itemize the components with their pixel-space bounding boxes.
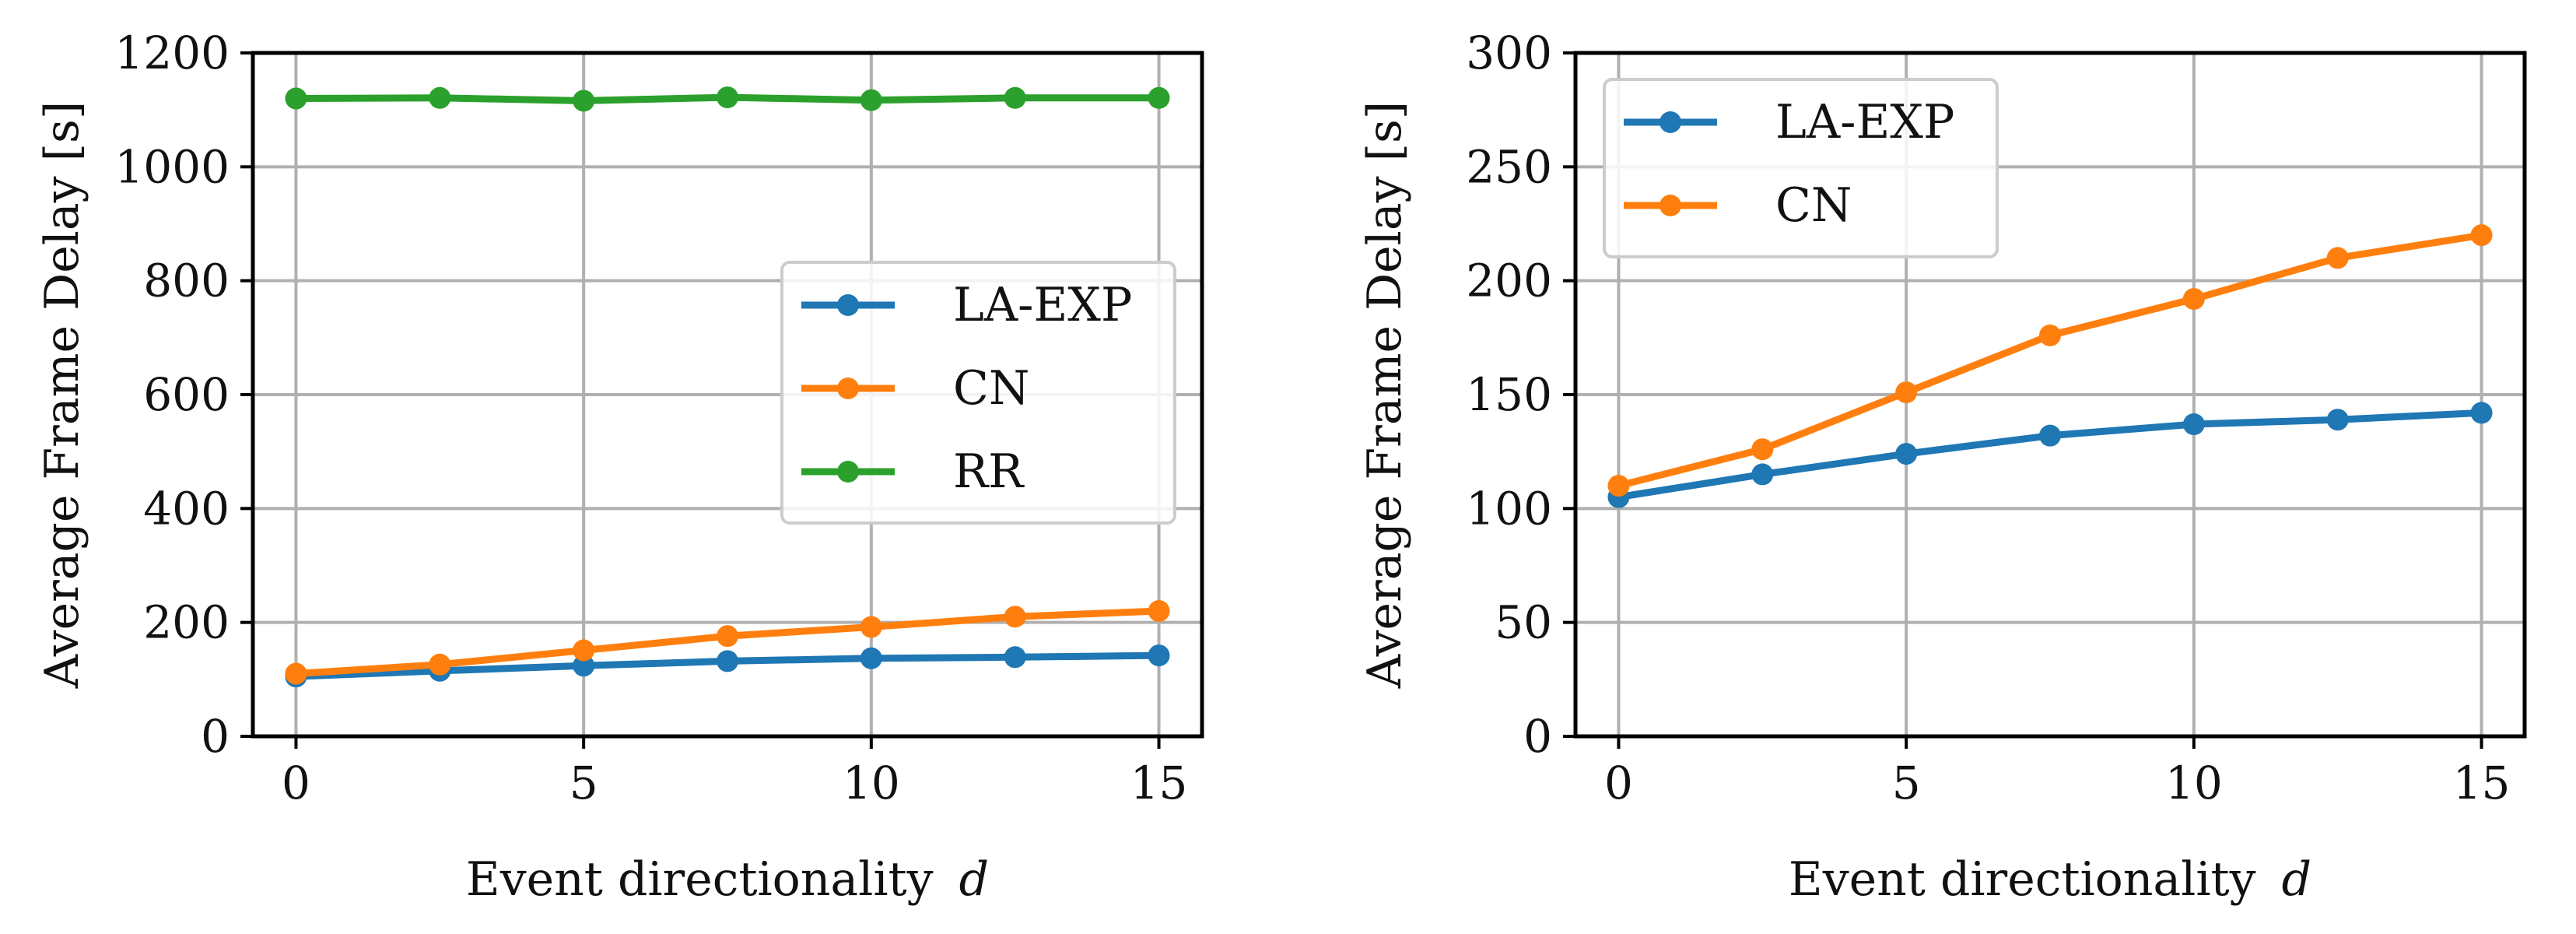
- y-axis-label: Average Frame Delay [s]: [35, 101, 89, 689]
- data-point-cn: [1004, 606, 1026, 628]
- x-tick-label: 15: [1130, 757, 1188, 809]
- legend: LA-EXP CN: [1603, 78, 1999, 258]
- x-axis-label-variable: d: [2282, 852, 2311, 907]
- legend-label: LA-EXP: [1775, 95, 1954, 149]
- y-tick-label: 200: [143, 596, 230, 649]
- x-tick-label: 5: [1892, 757, 1921, 809]
- legend: LA-EXP CN RR: [780, 261, 1176, 525]
- y-tick-label: 400: [143, 482, 230, 535]
- data-point-la-exp: [2182, 413, 2205, 436]
- data-point-cn: [1751, 438, 1774, 461]
- y-tick-label: 300: [1466, 26, 1552, 79]
- data-point-la-exp: [2470, 402, 2493, 424]
- data-point-cn: [2326, 247, 2349, 269]
- data-point-rr: [285, 87, 307, 110]
- x-axis-label-variable: d: [959, 852, 989, 907]
- data-point-cn: [1607, 475, 1630, 497]
- x-tick-label: 0: [282, 757, 310, 809]
- plot-frame: [251, 51, 1204, 739]
- x-tick-label: 10: [2165, 757, 2223, 809]
- data-point-cn: [2470, 224, 2493, 247]
- data-point-rr: [860, 89, 882, 111]
- data-point-cn: [429, 653, 451, 676]
- legend-label: LA-EXP: [953, 278, 1132, 332]
- y-tick-label: 600: [143, 368, 230, 421]
- y-tick-label: 0: [1523, 710, 1552, 763]
- x-tick-label: 0: [1604, 757, 1633, 809]
- data-point-la-exp: [2039, 424, 2061, 447]
- x-tick-label: 10: [843, 757, 900, 809]
- data-point-cn: [860, 616, 882, 638]
- data-point-rr: [1004, 86, 1026, 109]
- y-tick-label: 100: [1466, 482, 1552, 535]
- left-chart: 0 5 10 15 0 200 400 600 800 1000 1200 Event directi…: [35, 26, 1204, 907]
- data-point-la-exp: [717, 650, 738, 672]
- legend-swatch-marker: [837, 377, 859, 399]
- x-axis-label-text: Event directionality: [1789, 852, 2271, 907]
- data-point-cn: [1148, 600, 1170, 623]
- data-point-cn: [717, 625, 738, 648]
- y-tick-label: 50: [1495, 596, 1552, 649]
- series-line-cn: [1614, 231, 2486, 490]
- y-tick-label: 1200: [114, 26, 230, 79]
- legend-label: RR: [953, 444, 1025, 499]
- legend-label: CN: [953, 361, 1029, 416]
- data-point-la-exp: [1148, 644, 1170, 667]
- x-axis-label-text: Event directionality: [466, 852, 948, 907]
- data-point-la-exp: [573, 655, 595, 677]
- data-point-rr: [429, 86, 451, 109]
- data-point-la-exp: [1004, 646, 1026, 669]
- x-axis-label: Event directionality d: [466, 852, 989, 907]
- data-point-cn: [1895, 381, 1918, 404]
- legend-swatch-marker: [837, 461, 859, 483]
- data-point-rr: [1148, 86, 1170, 109]
- data-point-rr: [573, 90, 595, 112]
- data-point-cn: [285, 662, 307, 685]
- x-tick-label: 5: [570, 757, 598, 809]
- data-point-la-exp: [1895, 443, 1918, 465]
- y-tick-label: 150: [1466, 368, 1552, 421]
- legend-swatch-marker: [1660, 111, 1681, 133]
- data-point-rr: [717, 86, 738, 109]
- y-tick-label: 200: [1466, 255, 1552, 307]
- data-point-cn: [573, 639, 595, 662]
- x-tick-label: 15: [2453, 757, 2511, 809]
- data-point-la-exp: [860, 647, 882, 669]
- data-point-cn: [2182, 288, 2205, 311]
- y-tick-label: 0: [201, 710, 230, 763]
- data-point-cn: [2039, 324, 2061, 346]
- legend-label: CN: [1775, 178, 1852, 233]
- legend-swatch-marker: [837, 294, 859, 316]
- x-axis-label: Event directionality d: [1789, 852, 2311, 907]
- legend-box: [780, 261, 1176, 525]
- data-point-la-exp: [1751, 463, 1774, 486]
- y-tick-label: 1000: [114, 140, 230, 193]
- legend-swatch-marker: [1660, 195, 1681, 216]
- y-tick-label: 250: [1466, 140, 1552, 193]
- data-point-la-exp: [2326, 409, 2349, 431]
- plot-frame: [1573, 51, 2527, 739]
- y-axis-label: Average Frame Delay [s]: [1358, 101, 1412, 689]
- y-tick-label: 800: [143, 255, 230, 307]
